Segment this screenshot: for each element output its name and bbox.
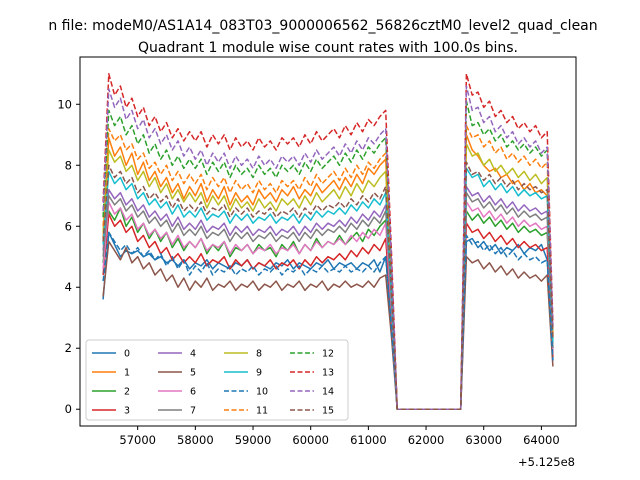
- series-line-5: [102, 240, 554, 410]
- x-tick-label: 58000: [177, 433, 214, 447]
- x-tick-label: 59000: [235, 433, 272, 447]
- legend-label-9: 9: [256, 368, 262, 379]
- series-line-11: [102, 124, 554, 410]
- legend-label-13: 13: [322, 368, 334, 379]
- series-line-6: [102, 201, 554, 410]
- plot-area: [102, 73, 554, 410]
- legend-label-4: 4: [190, 349, 196, 360]
- legend-label-2: 2: [124, 387, 130, 398]
- legend-label-10: 10: [256, 387, 268, 398]
- x-axis: 57000 58000 59000 60000 61000 62000 63000 64000: [119, 426, 560, 447]
- series-line-8: [102, 143, 554, 410]
- x-tick-label: 64000: [523, 433, 560, 447]
- x-tick-label: 61000: [350, 433, 387, 447]
- y-tick-label: 4: [65, 280, 72, 294]
- legend-label-6: 6: [190, 387, 196, 398]
- y-tick-label: 10: [57, 97, 72, 111]
- legend-label-5: 5: [190, 368, 196, 379]
- y-axis: 0 2 4 6 8 10: [57, 97, 80, 416]
- y-tick-label: 0: [65, 402, 72, 416]
- series-line-4: [102, 185, 554, 410]
- series-line-3: [102, 213, 554, 410]
- y-tick-label: 8: [65, 158, 72, 172]
- y-tick-label: 2: [65, 341, 72, 355]
- legend-label-15: 15: [322, 406, 334, 417]
- series-line-15: [102, 161, 554, 410]
- legend-frame: [85, 339, 349, 421]
- chart-title: Quadrant 1 module wise count rates with …: [138, 40, 518, 56]
- legend-label-12: 12: [322, 349, 334, 360]
- series-line-13: [102, 73, 554, 410]
- x-tick-label: 62000: [408, 433, 445, 447]
- legend-label-7: 7: [190, 406, 196, 417]
- legend-label-11: 11: [256, 406, 268, 417]
- x-offset-label: +5.125e8: [518, 455, 575, 469]
- legend-label-14: 14: [322, 387, 334, 398]
- legend-label-0: 0: [124, 349, 130, 360]
- series-line-10: [102, 231, 554, 410]
- legend-label-1: 1: [124, 368, 130, 379]
- y-tick-label: 6: [65, 219, 72, 233]
- figure-suptitle: n file: modeM0/AS1A14_083T03_9000006562_…: [48, 18, 597, 34]
- legend-label-8: 8: [256, 349, 262, 360]
- series-line-7: [102, 191, 554, 410]
- x-tick-label: 57000: [119, 433, 156, 447]
- series-line-0: [102, 231, 554, 410]
- plot-frame: [79, 56, 577, 427]
- series-line-1: [102, 134, 554, 410]
- x-tick-label: 63000: [465, 433, 502, 447]
- series-line-12: [102, 100, 554, 410]
- series-line-14: [102, 85, 554, 410]
- legend-label-3: 3: [124, 406, 130, 417]
- series-line-9: [102, 167, 554, 410]
- x-tick-label: 60000: [292, 433, 329, 447]
